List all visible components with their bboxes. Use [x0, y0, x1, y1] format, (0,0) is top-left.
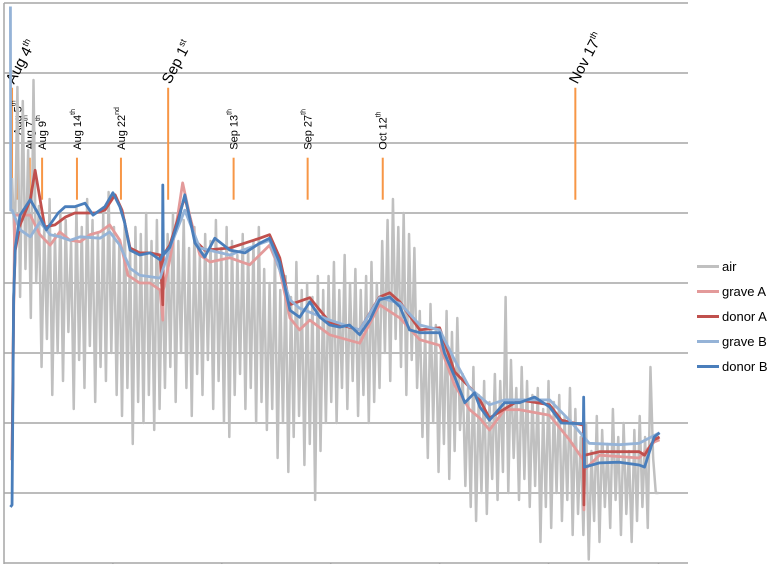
- annotation-ordinal: th: [20, 37, 32, 48]
- annotation-label: Oct 12th: [376, 111, 390, 149]
- annotation-ordinal: th: [301, 109, 308, 115]
- legend-label: grave B: [722, 334, 767, 349]
- annotation-date: Nov 17: [566, 37, 603, 87]
- annotation-label: Sep 1st: [158, 37, 196, 87]
- series-line-donor-b: [9, 183, 661, 508]
- annotation-ordinal: st: [176, 37, 188, 48]
- annotation-date: Aug 22: [116, 115, 128, 150]
- annotation-ordinal: th: [10, 100, 17, 106]
- series-lines: [9, 6, 661, 561]
- annotation-date: Aug 9: [37, 121, 49, 150]
- series-line-donor-a: [10, 168, 661, 507]
- annotation-ordinal: th: [23, 115, 30, 121]
- series-line-air: [10, 78, 659, 561]
- legend-label: grave A: [722, 284, 767, 299]
- annotation-ordinal: nd: [114, 107, 121, 115]
- annotation-ordinal: th: [587, 30, 599, 41]
- annotation-ordinal: th: [227, 109, 234, 115]
- annotation-ordinal: th: [70, 109, 77, 115]
- legend-label: donor A: [722, 309, 767, 324]
- annotation-date: Sep 1: [159, 44, 192, 87]
- annotation-label: Aug 9th: [35, 115, 49, 150]
- legend-swatch-grave-b: [697, 340, 719, 343]
- annotation-label: Aug 14th: [70, 109, 84, 150]
- legend-swatch-air: [697, 265, 719, 268]
- annotation-label: Aug 22nd: [114, 107, 128, 150]
- annotation-date: Aug 4: [3, 44, 36, 87]
- legend-label: air: [722, 259, 737, 274]
- legend-swatch-grave-a: [697, 290, 719, 293]
- legend-item-donor-a: donor A: [697, 304, 768, 329]
- annotation-date: Sep 13: [229, 115, 241, 150]
- annotation-date: Oct 12: [378, 117, 390, 149]
- annotation-label: Sep 27th: [301, 109, 315, 150]
- annotation-ordinal: th: [35, 115, 42, 121]
- annotation-date: Sep 27: [303, 115, 315, 150]
- legend-label: donor B: [722, 359, 768, 374]
- legend-item-grave-b: grave B: [697, 329, 768, 354]
- legend-item-air: air: [697, 254, 768, 279]
- series-line-grave-b: [9, 6, 661, 447]
- annotation-label: Nov 17th: [565, 30, 607, 87]
- annotation-date: Aug 14: [72, 115, 84, 150]
- legend-swatch-donor-b: [697, 365, 719, 368]
- annotation-ordinal: th: [376, 111, 383, 117]
- legend: air grave A donor A grave B donor B: [697, 254, 768, 379]
- legend-swatch-donor-a: [697, 315, 719, 318]
- legend-item-grave-a: grave A: [697, 279, 768, 304]
- annotation-label: Sep 13th: [227, 109, 241, 150]
- legend-item-donor-b: donor B: [697, 354, 768, 379]
